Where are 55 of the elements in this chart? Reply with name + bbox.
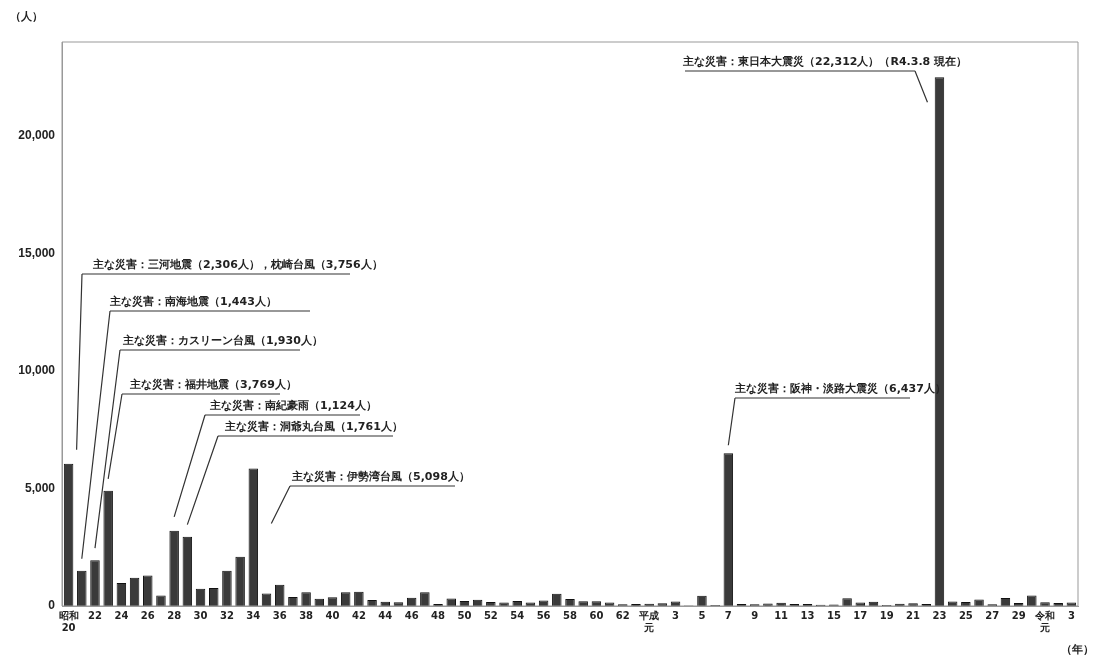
annotation: 主な災害：カスリーン台風（1,930人）: [122, 334, 323, 347]
x-tick-label: 13: [800, 609, 815, 621]
x-tick-label: 28: [167, 609, 182, 621]
x-tick-label: 42: [351, 609, 366, 621]
x-tick-label: 30: [193, 609, 208, 621]
annotation: 主な災害：三河地震（2,306人），枕崎台風（3,756人）: [92, 258, 383, 271]
x-tick-label: 25: [958, 609, 973, 621]
y-tick-label: 0: [48, 598, 56, 613]
x-tick-label: 7: [724, 609, 732, 621]
annotation: 主な災害：洞爺丸台風（1,761人）: [224, 420, 403, 433]
y-tick-label: 10,000: [18, 363, 56, 378]
annotation: 主な災害：伊勢湾台風（5,098人）: [291, 470, 470, 483]
y-tick-label: 5,000: [24, 480, 56, 495]
x-tick-label: 9: [751, 609, 759, 621]
x-tick-label: 62: [615, 609, 630, 621]
x-tick-label: 52: [483, 609, 498, 621]
x-tick-label: 3: [1067, 609, 1075, 621]
x-tick-label: 40: [325, 609, 340, 621]
x-tick-label: 58: [563, 609, 577, 621]
x-tick-label: 36: [272, 609, 287, 621]
x-tick-label: 5: [698, 609, 706, 621]
x-tick-label: 26: [140, 609, 155, 621]
y-axis-title: （人）: [10, 10, 43, 24]
x-tick-label: 29: [1011, 609, 1026, 621]
x-tick-label: 54: [510, 609, 525, 621]
x-tick-label: 50: [457, 609, 472, 621]
annotation: 主な災害：福井地震（3,769人）: [129, 378, 297, 391]
x-tick-label: 21: [906, 609, 921, 621]
annotation: 主な災害：阪神・淡路大震災（6,437人）: [734, 382, 946, 395]
x-tick-label: 15: [826, 609, 841, 621]
y-tick-label: 20,000: [18, 128, 56, 143]
x-tick-label: 32: [219, 609, 234, 621]
annotation: 主な災害：東日本大震災（22,312人）（R4.3.8 現在）: [682, 55, 968, 68]
x-tick-label: 60: [589, 609, 604, 621]
x-tick-label: 17: [853, 609, 868, 621]
x-tick-label: 19: [879, 609, 894, 621]
annotation: 主な災害：南紀豪雨（1,124人）: [209, 399, 377, 412]
x-tick-label: 3: [672, 609, 680, 621]
y-tick-label: 15,000: [18, 245, 56, 260]
x-tick-label: 平成元: [638, 609, 660, 633]
x-tick-label: 27: [985, 609, 1000, 621]
x-tick-label: 48: [431, 609, 446, 621]
x-tick-label: 昭和20: [58, 609, 79, 633]
x-axis-title: （年）: [1061, 643, 1094, 657]
x-tick-label: 56: [536, 609, 551, 621]
x-tick-label: 23: [932, 609, 947, 621]
x-tick-label: 44: [378, 609, 393, 621]
x-tick-label: 令和元: [1034, 609, 1056, 633]
x-tick-label: 46: [404, 609, 419, 621]
annotation: 主な災害：南海地震（1,443人）: [109, 295, 277, 308]
x-tick-label: 38: [299, 609, 314, 621]
x-tick-label: 11: [774, 609, 789, 621]
x-tick-label: 24: [114, 609, 129, 621]
x-tick-label: 22: [88, 609, 102, 621]
x-tick-label: 34: [246, 609, 261, 621]
